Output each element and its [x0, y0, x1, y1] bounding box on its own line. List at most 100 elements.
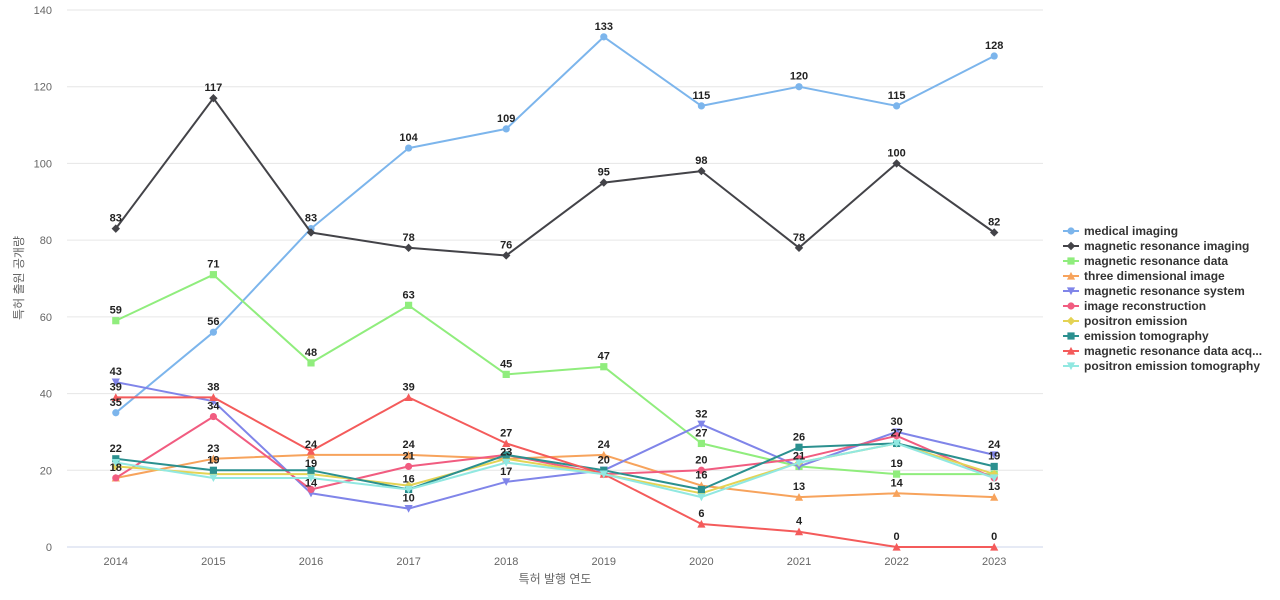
data-label: 14: [305, 477, 318, 489]
data-point: [111, 378, 120, 387]
data-label: 83: [110, 213, 122, 225]
data-label: 10: [402, 493, 414, 505]
data-point: [600, 363, 608, 371]
data-point: [209, 412, 217, 421]
data-label: 14: [890, 477, 903, 489]
data-point: [404, 393, 413, 402]
data-point: [892, 439, 901, 448]
data-point: [990, 474, 999, 483]
data-label: 16: [695, 470, 707, 482]
legend-item[interactable]: magnetic resonance imaging: [1063, 239, 1249, 253]
series-line: [115, 453, 995, 499]
data-label: 39: [110, 381, 122, 393]
data-point: [209, 466, 217, 474]
data-label: 26: [793, 431, 805, 443]
data-point: [502, 451, 510, 459]
data-point: [990, 451, 999, 460]
data-point: [892, 489, 901, 497]
data-label: 13: [793, 481, 805, 493]
data-label: 13: [988, 481, 1000, 493]
data-label: 45: [500, 358, 512, 370]
data-point: [307, 466, 315, 474]
series-layer: [111, 33, 999, 551]
legend-item[interactable]: positron emission: [1063, 314, 1187, 328]
legend-label: emission tomography: [1084, 329, 1209, 343]
data-label: 23: [207, 443, 219, 455]
y-tick-label: 0: [46, 542, 52, 554]
data-point: [697, 466, 706, 474]
x-tick-label: 2020: [689, 556, 713, 568]
y-tick-label: 100: [34, 158, 52, 170]
data-label: 19: [305, 458, 317, 470]
legend-item[interactable]: magnetic resonance data acq...: [1063, 344, 1262, 358]
data-point: [209, 94, 218, 103]
x-tick-label: 2018: [494, 556, 518, 568]
series-positron-emission-tomography: [111, 439, 999, 502]
data-label: 115: [888, 90, 906, 102]
x-tick-label: 2021: [787, 556, 811, 568]
series-line: [115, 442, 995, 491]
axis-layer: 특허 발행 연도 특허 출원 공개량: [12, 236, 591, 586]
data-point: [112, 317, 120, 325]
data-point: [990, 228, 999, 237]
data-label: 39: [402, 381, 414, 393]
legend-item[interactable]: three dimensional image: [1063, 269, 1225, 283]
data-point: [697, 166, 706, 176]
data-label: 24: [988, 439, 1001, 451]
series-line: [114, 97, 995, 257]
x-tick-label: 2023: [982, 556, 1006, 568]
data-label: 24: [402, 439, 415, 451]
data-point: [990, 542, 999, 551]
data-point: [697, 493, 706, 502]
legend-item[interactable]: magnetic resonance system: [1063, 284, 1245, 298]
legend-item[interactable]: medical imaging: [1063, 224, 1178, 238]
series-line: [115, 396, 995, 548]
data-label: 27: [890, 427, 902, 439]
data-label: 0: [991, 531, 997, 543]
y-axis-title: 특허 출원 공개량: [12, 236, 26, 320]
series-magnetic-resonance-data: [112, 271, 998, 478]
data-label-layer: 3556831041091331151201151288311778769598…: [110, 21, 1004, 543]
data-point: [111, 393, 120, 402]
data-label: 47: [598, 351, 610, 363]
legend-item[interactable]: image reconstruction: [1063, 299, 1206, 313]
data-point: [794, 459, 804, 467]
data-label: 38: [207, 381, 219, 393]
data-label: 59: [110, 305, 122, 317]
legend-marker: [1067, 332, 1075, 340]
data-label: 19: [890, 458, 902, 470]
data-label: 24: [305, 439, 318, 451]
data-label: 120: [790, 71, 808, 83]
legend-label: three dimensional image: [1084, 269, 1225, 283]
data-point: [697, 420, 706, 429]
data-point: [892, 542, 901, 551]
legend-marker: [1066, 316, 1076, 326]
data-label: 24: [598, 439, 611, 451]
series-line: [115, 35, 995, 414]
legend-marker: [1066, 362, 1076, 371]
data-label: 56: [207, 316, 219, 328]
data-point: [502, 251, 511, 260]
legend-label: magnetic resonance system: [1084, 284, 1245, 298]
data-label: 0: [894, 531, 900, 543]
series-line: [115, 415, 995, 491]
data-label: 78: [402, 232, 414, 244]
legend-marker: [1066, 271, 1076, 280]
legend-label: image reconstruction: [1084, 299, 1206, 313]
legend-marker: [1066, 241, 1076, 251]
data-point: [405, 301, 413, 309]
data-label: 21: [793, 450, 805, 462]
data-point: [502, 439, 511, 448]
legend-item[interactable]: positron emission tomography: [1063, 359, 1260, 373]
data-point: [794, 493, 804, 501]
data-point: [209, 474, 218, 483]
data-point: [306, 474, 316, 483]
data-label: 21: [402, 450, 414, 462]
legend-marker: [1066, 346, 1076, 355]
series-image-reconstruction: [112, 412, 998, 494]
legend-item[interactable]: emission tomography: [1063, 329, 1209, 343]
legend-marker: [1067, 257, 1075, 265]
legend-item[interactable]: magnetic resonance data: [1063, 254, 1228, 268]
data-label: 22: [110, 443, 122, 455]
